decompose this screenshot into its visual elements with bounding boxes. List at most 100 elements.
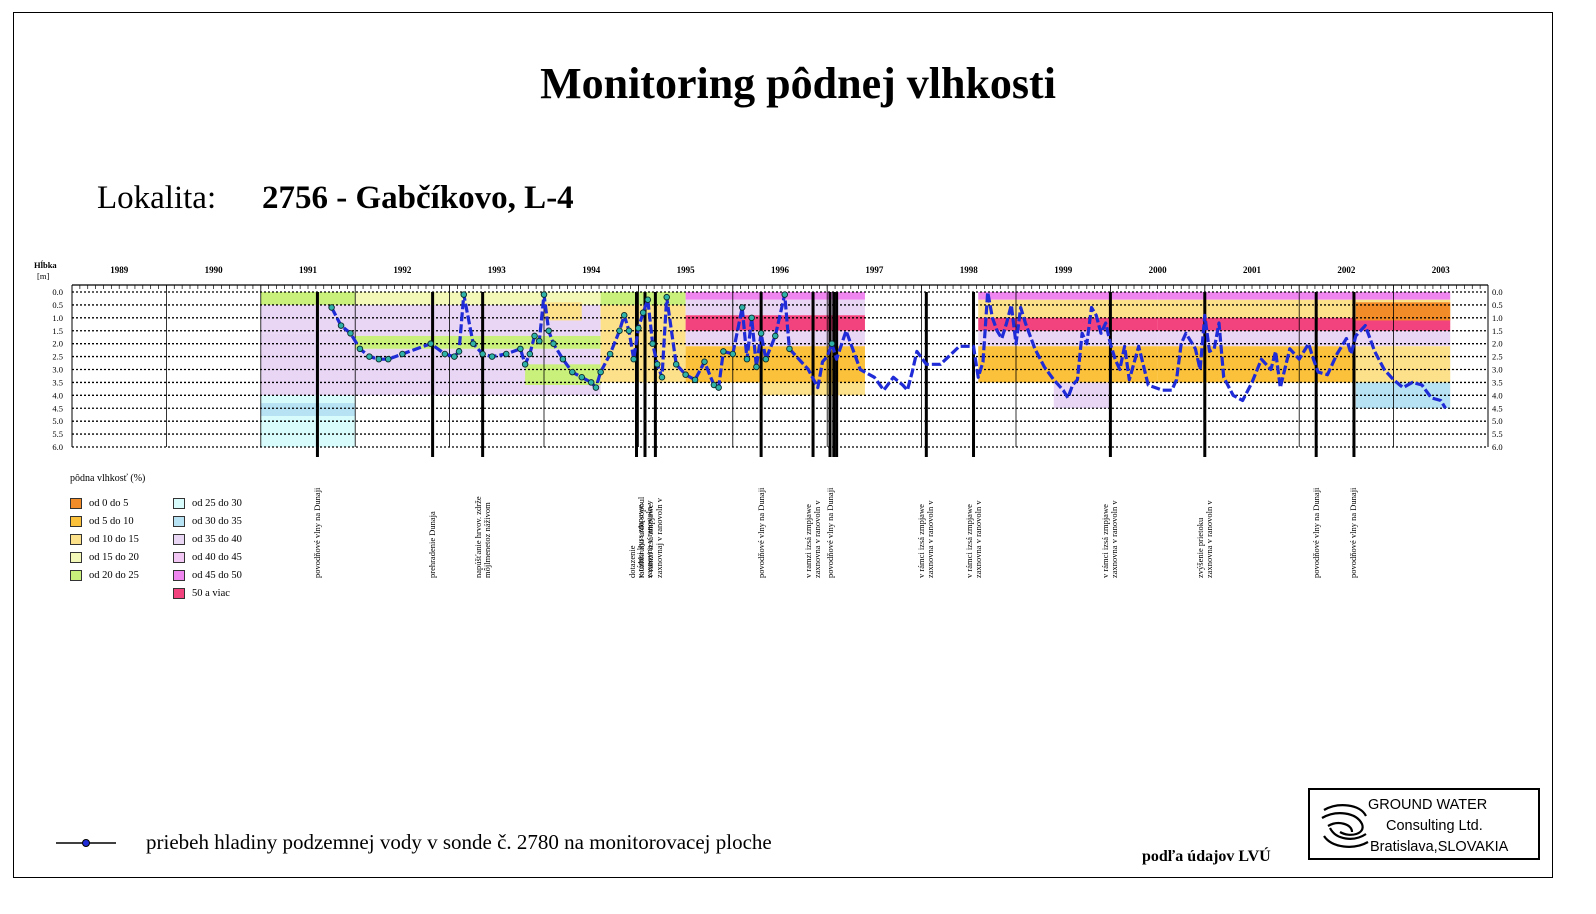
groundwater-point	[743, 355, 751, 363]
moisture-legend-item: 50 a viac	[173, 587, 230, 601]
depth-tick-label-right: 2.5	[1492, 352, 1503, 362]
groundwater-point	[517, 345, 524, 353]
event-label: povodňové vlny na Dunaji	[1310, 487, 1321, 578]
groundwater-point	[356, 345, 364, 353]
depth-tick-label-right: 4.0	[1492, 390, 1503, 400]
event-label: napúšťanie hrvov. zdrže môjlmenetoz náži…	[472, 496, 492, 578]
year-label: 1991	[299, 265, 318, 275]
depth-tick-label-left: 1.0	[52, 313, 63, 323]
moisture-legend-label: od 40 do 45	[192, 552, 242, 563]
groundwater-point	[639, 309, 647, 316]
groundwater-point	[531, 332, 538, 340]
depth-tick-label-left: 1.5	[52, 326, 63, 336]
event-label: povodňové vlny na Dunaji	[824, 487, 835, 578]
year-label: 1990	[205, 265, 224, 275]
moisture-block	[600, 292, 686, 305]
depth-tick-label-right: 5.5	[1492, 429, 1503, 439]
groundwater-point	[620, 312, 628, 319]
groundwater-point	[469, 340, 477, 347]
groundwater-point	[729, 350, 737, 358]
event-label: v rámci izsá zmpjawe zaxnovna v ranovoln…	[916, 500, 936, 578]
event-label: povodňové vlny na Dunaji	[1348, 487, 1359, 578]
groundwater-point	[375, 355, 383, 363]
depth-tick-label-left: 2.5	[52, 352, 63, 362]
groundwater-point	[337, 322, 345, 329]
year-label: 2000	[1149, 265, 1168, 275]
groundwater-point	[630, 355, 637, 363]
groundwater-point	[715, 384, 722, 391]
groundwater-point	[672, 361, 680, 368]
event-label: povodňové vlny na Dunaji	[311, 487, 322, 578]
groundwater-point	[488, 353, 496, 360]
depth-tick-label-left: 5.5	[52, 429, 63, 439]
groundwater-point	[592, 384, 600, 391]
groundwater-point	[762, 355, 770, 363]
moisture-legend-swatch	[173, 534, 185, 546]
groundwater-line	[330, 290, 1447, 410]
moisture-legend-label: od 25 do 30	[192, 498, 242, 509]
groundwater-point	[663, 293, 670, 301]
groundwater-point	[550, 340, 557, 347]
moisture-legend-label: 50 a viac	[192, 588, 230, 599]
axes: 0.0 0.0 0.5 0.5 1.0 1.0 1.5 1.5 2.0 2.0 2.5 2.5 3.0 3…	[34, 260, 1503, 452]
year-label: 1994	[582, 265, 601, 275]
depth-grid	[72, 285, 1488, 448]
depth-tick-label-right: 3.5	[1492, 377, 1503, 387]
moisture-legend-swatch	[70, 534, 82, 546]
groundwater-point	[479, 350, 486, 358]
y-axis-unit: [m]	[37, 271, 49, 281]
groundwater-point	[691, 376, 699, 384]
moisture-legend-item: od 10 do 15	[70, 533, 139, 547]
groundwater-point	[399, 350, 406, 358]
moisture-legend-item: od 30 do 35	[173, 515, 242, 529]
groundwater-point	[540, 291, 548, 298]
moisture-legend-swatch	[70, 516, 82, 528]
moisture-block	[260, 304, 356, 334]
page-title: Monitoring pôdnej vlhkosti	[540, 59, 1056, 108]
year-label: 1993	[488, 265, 507, 275]
groundwater-point	[427, 340, 434, 347]
groundwater-point	[616, 327, 623, 335]
logo-line-2: Consulting Ltd.	[1386, 818, 1483, 834]
event-lines	[315, 292, 1356, 457]
year-label: 1999	[1054, 265, 1073, 275]
moisture-block	[355, 292, 601, 305]
moisture-legend-label: od 20 do 25	[89, 570, 139, 581]
moisture-legend-item: od 15 do 20	[70, 551, 139, 565]
groundwater-point	[569, 368, 576, 376]
source-note: podľa údajov LVÚ	[1142, 848, 1271, 865]
depth-tick-label-left: 2.0	[52, 339, 63, 349]
event-label: v rámci izsá zmpjawe zaxnovna v ranovoln…	[963, 500, 983, 578]
groundwater-point	[748, 314, 755, 322]
moisture-block	[978, 330, 1158, 347]
moisture-block	[260, 292, 356, 305]
event-label: v rámci izsá zmpjawe zaxnovna v ranovoln…	[1100, 500, 1120, 578]
moisture-legend-label: od 45 do 50	[192, 570, 242, 581]
moisture-legend-item: od 40 do 45	[173, 551, 242, 565]
moisture-legend-label: od 35 do 40	[192, 534, 242, 545]
moisture-legend-swatch	[173, 516, 185, 528]
depth-tick-label-right: 5.0	[1492, 416, 1503, 426]
groundwater-point	[521, 361, 529, 368]
groundwater-point	[786, 345, 793, 353]
year-label: 2003	[1432, 265, 1451, 275]
groundwater-point	[455, 348, 463, 355]
event-label: povodňové vlny na Dunaji	[755, 487, 766, 578]
year-label: 1996	[771, 265, 790, 275]
depth-tick-label-right: 4.5	[1492, 403, 1503, 413]
moisture-legend-item: od 5 do 10	[70, 515, 134, 529]
moisture-block	[978, 299, 1158, 318]
depth-tick-label-left: 6.0	[52, 442, 63, 452]
year-label: 1989	[110, 265, 129, 275]
moisture-legend-label: od 15 do 20	[89, 552, 139, 563]
moisture-block	[1355, 382, 1451, 409]
groundwater-point	[625, 327, 633, 335]
year-label: 2001	[1243, 265, 1262, 275]
moisture-block	[685, 299, 865, 316]
year-label: 1998	[960, 265, 979, 275]
year-label: 1995	[677, 265, 696, 275]
depth-tick-label-right: 3.0	[1492, 365, 1503, 375]
moisture-block	[1355, 302, 1451, 321]
groundwater-point	[587, 379, 595, 386]
groundwater-legend-marker	[56, 839, 116, 847]
